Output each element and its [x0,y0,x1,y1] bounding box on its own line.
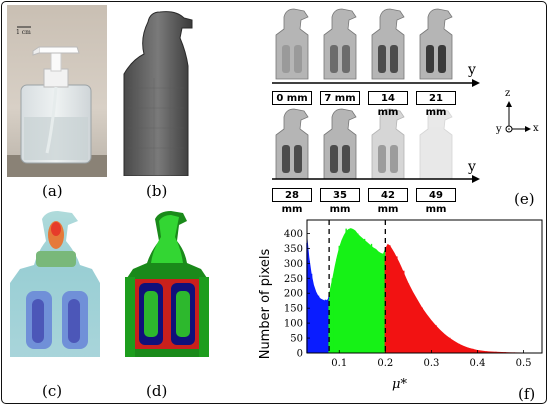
slice-thumbnail [323,108,357,180]
slice-thumbnail [371,8,405,80]
y-tick-label: 200 [284,289,303,300]
x-tick-label: 0.5 [516,358,532,369]
histogram-chart: 0 50 100 150 200 250 300 350 400 0.1 0.2 0.3 0.4 0.5 [284,219,543,369]
triad-label-x: x [533,123,539,134]
volume-render-panel-d [117,207,217,357]
photo-panel-a [7,5,107,177]
y-tick-label: 150 [284,304,303,315]
slice-depth-label: 35 mm [320,188,360,215]
panel-label-b: (b) [146,182,168,200]
x-tick-label: 0.2 [377,358,393,369]
slice-depth-label: 42 mm [368,188,408,215]
slice-depth-label: 21 mm [416,91,456,118]
slice-thumbnail [275,8,309,80]
x-tick-label: 0.3 [423,358,439,369]
slice-thumbnail [275,108,309,180]
panel-label-f: (f) [518,385,536,403]
slice-depth-label: 14 mm [368,91,408,118]
histogram-y-axis-label: Number of pixels [258,248,273,360]
volume-render-panel-c [6,207,106,357]
slice-depth-label: 28 mm [272,188,312,215]
slice-thumbnail [371,108,405,180]
plot-frame [306,219,543,354]
y-tick-label: 0 [297,349,303,360]
panel-label-a: (a) [42,182,63,200]
x-tick-label: 0.1 [331,358,347,369]
histogram-region-2 [385,243,542,353]
x-tick-label: 0.4 [470,358,486,369]
histogram-x-axis-label: μ* [392,377,407,392]
triad-label-y: y [496,124,502,135]
slice-depth-label: 0 mm [272,91,312,105]
volume-render-panel-b [123,11,193,176]
triad-label-z: z [505,88,511,99]
slice-panel-e [272,8,531,183]
y-tick-label: 300 [284,259,303,270]
slice-thumbnail [419,8,453,80]
depth-axis-label-row1: y [468,62,476,78]
slice-depth-label: 7 mm [320,91,360,105]
y-tick-label: 400 [284,229,303,240]
slice-depth-label: 49 mm [416,188,456,215]
y-tick-label: 250 [284,274,303,285]
y-tick-label: 50 [290,334,303,345]
panel-label-c: (c) [42,382,63,400]
panel-label-e: (e) [514,190,535,208]
scale-bar-label: 1 cm [16,29,31,36]
slice-thumbnail [323,8,357,80]
depth-axis-label-row2: y [468,159,476,175]
panel-label-d: (d) [146,382,168,400]
y-tick-label: 350 [284,244,303,255]
y-tick-label: 100 [284,319,303,330]
